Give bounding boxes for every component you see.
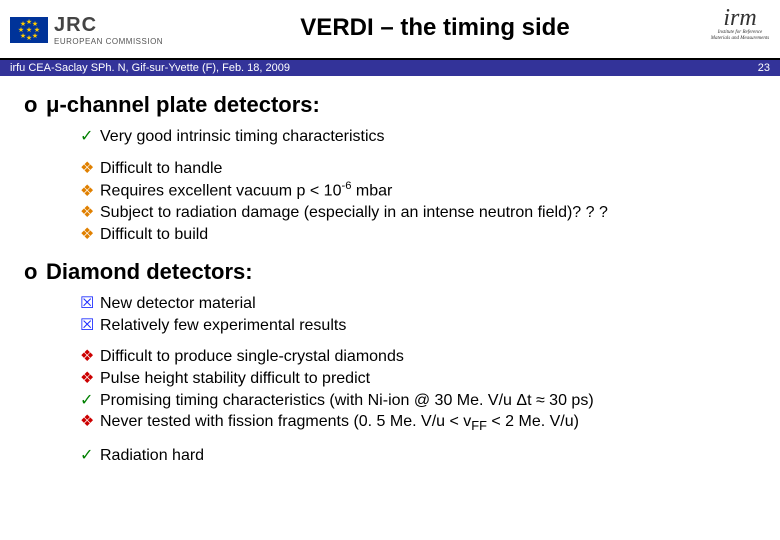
list-item: ❖Requires excellent vacuum p < 10-6 mbar — [80, 179, 756, 202]
item-text: Difficult to produce single-crystal diam… — [100, 348, 404, 365]
list-item: ❖Subject to radiation damage (especially… — [80, 202, 756, 224]
diamond-icon: ❖ — [80, 368, 100, 390]
list-item: ❖Difficult to handle — [80, 158, 756, 180]
list-item: ❖Difficult to produce single-crystal dia… — [80, 346, 756, 368]
item-tail: Δt ≈ 30 ps) — [516, 392, 593, 409]
check-icon: ✓ — [80, 390, 100, 412]
irm-text: irm — [710, 6, 770, 30]
subscript: FF — [471, 418, 487, 433]
list-item: ❖Pulse height stability difficult to pre… — [80, 368, 756, 390]
meta-left: irfu CEA-Saclay SPh. N, Gif-sur-Yvette (… — [10, 62, 290, 74]
slide-header: JRC EUROPEAN COMMISSION VERDI – the timi… — [0, 0, 780, 60]
section-diamond-title: Diamond detectors: — [46, 259, 253, 284]
diamond-icon: ❖ — [80, 181, 100, 203]
section-mcp-heading: oμ-channel plate detectors: — [24, 92, 756, 118]
bullet-icon: o — [24, 92, 46, 118]
meta-bar: irfu CEA-Saclay SPh. N, Gif-sur-Yvette (… — [0, 60, 780, 76]
diamond-last-list: ✓Radiation hard — [80, 445, 756, 467]
jrc-title: JRC — [54, 14, 163, 37]
item-text: Difficult to handle — [100, 160, 222, 177]
check-icon: ✓ — [80, 445, 100, 467]
section-mcp-title: μ-channel plate detectors: — [46, 92, 320, 117]
slide-content: oμ-channel plate detectors: ✓Very good i… — [0, 76, 780, 466]
mcp-bad-list: ❖Difficult to handle ❖Requires excellent… — [80, 158, 756, 246]
list-item: ✓Very good intrinsic timing characterist… — [80, 126, 756, 148]
slide-title: VERDI – the timing side — [200, 14, 670, 42]
irm-subtitle: Institute for Reference Materials and Me… — [710, 30, 770, 41]
xbox-icon: ☒ — [80, 315, 100, 337]
item-text: Difficult to build — [100, 226, 208, 243]
check-icon: ✓ — [80, 126, 100, 148]
item-text: Pulse height stability difficult to pred… — [100, 370, 370, 387]
item-text: New detector material — [100, 295, 256, 312]
mcp-good-list: ✓Very good intrinsic timing characterist… — [80, 126, 756, 148]
item-text: Subject to radiation damage (especially … — [100, 204, 608, 221]
list-item: ☒Relatively few experimental results — [80, 315, 756, 337]
diamond-icon: ❖ — [80, 346, 100, 368]
item-text: Never tested with fission fragments (0. … — [100, 413, 471, 430]
page-number: 23 — [758, 62, 770, 74]
item-text: Promising timing characteristics (with N… — [100, 392, 516, 409]
section-diamond-heading: oDiamond detectors: — [24, 259, 756, 285]
eu-flag-icon — [10, 17, 48, 43]
superscript: -6 — [341, 180, 351, 192]
bullet-icon: o — [24, 259, 46, 285]
diamond-icon: ❖ — [80, 202, 100, 224]
item-text: Requires excellent vacuum p < 10 — [100, 183, 341, 200]
item-text: Radiation hard — [100, 447, 204, 464]
diamond-mix-list: ❖Difficult to produce single-crystal dia… — [80, 346, 756, 434]
list-item: ✓Promising timing characteristics (with … — [80, 390, 756, 412]
item-text: Very good intrinsic timing characteristi… — [100, 128, 385, 145]
jrc-subtitle: EUROPEAN COMMISSION — [54, 37, 163, 46]
list-item: ❖Never tested with fission fragments (0.… — [80, 411, 756, 434]
item-tail: < 2 Me. V/u) — [487, 413, 579, 430]
list-item: ✓Radiation hard — [80, 445, 756, 467]
diamond-new-list: ☒New detector material ☒Relatively few e… — [80, 293, 756, 336]
diamond-icon: ❖ — [80, 224, 100, 246]
diamond-icon: ❖ — [80, 158, 100, 180]
jrc-logo: JRC EUROPEAN COMMISSION — [10, 8, 170, 52]
xbox-icon: ☒ — [80, 293, 100, 315]
diamond-icon: ❖ — [80, 411, 100, 433]
irm-logo: irm Institute for Reference Materials an… — [710, 6, 770, 54]
item-text: Relatively few experimental results — [100, 317, 346, 334]
list-item: ☒New detector material — [80, 293, 756, 315]
item-tail: mbar — [351, 183, 392, 200]
list-item: ❖Difficult to build — [80, 224, 756, 246]
